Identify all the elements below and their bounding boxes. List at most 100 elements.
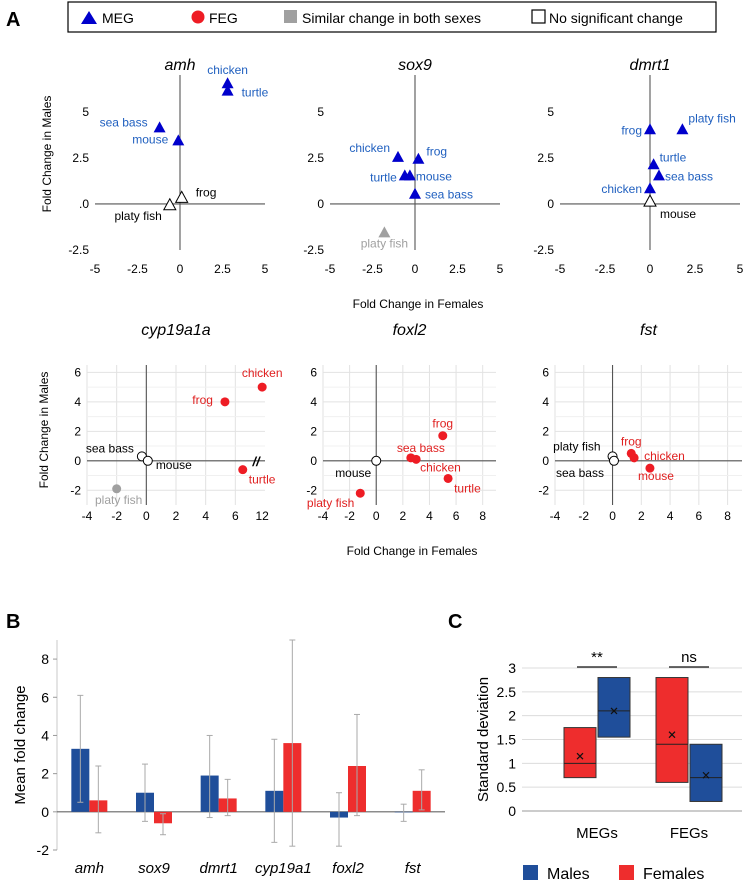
x-tick-label: -5 xyxy=(325,262,336,276)
point-platy-fish xyxy=(355,488,365,498)
x-tick-label: -2.5 xyxy=(362,262,383,276)
bar-category-label: foxl2 xyxy=(332,860,364,877)
y-tick-label: 6 xyxy=(74,365,81,379)
legend-feg-marker xyxy=(191,10,205,24)
y-tick-label: 2.5 xyxy=(537,151,554,165)
legend: MEG FEG Similar change in both sexes No … xyxy=(67,1,717,33)
x-tick-label: 0 xyxy=(412,262,419,276)
point-label-frog: frog xyxy=(621,434,642,448)
x-tick-label: -5 xyxy=(90,262,101,276)
bar-y-tick-label: 6 xyxy=(41,689,49,705)
legend-males-label: Males xyxy=(547,866,590,883)
y-tick-label: -2.5 xyxy=(303,243,324,257)
scatter-panel-fst: fst-4 -2 0 2 4 6 86420-2frogchickenmouseplaty … xyxy=(538,322,742,523)
box-y-tick-label: 3 xyxy=(508,660,516,676)
legend-frame xyxy=(67,1,717,33)
y-tick-label: 4 xyxy=(542,395,549,409)
box-y-tick-label: 1.5 xyxy=(497,732,517,748)
y-tick-label: 0 xyxy=(542,454,549,468)
point-mouse xyxy=(643,194,657,207)
point-label-platy-fish: platy fish xyxy=(688,111,735,125)
scatter-title-foxl2: foxl2 xyxy=(393,322,427,339)
point-label-mouse: mouse xyxy=(132,132,168,146)
x-tick-label: 12 xyxy=(255,509,269,523)
legend-none-label: No significant change xyxy=(549,10,683,26)
y-tick-label: -2.5 xyxy=(533,243,554,257)
point-label-platy-fish: platy fish xyxy=(95,493,142,507)
scatter-title-cyp19a1a: cyp19a1a xyxy=(141,322,210,339)
point-platy-fish xyxy=(112,484,122,494)
point-frog xyxy=(644,123,656,135)
y-tick-label: 0 xyxy=(317,197,324,211)
bar-y-tick-label: 2 xyxy=(41,766,49,782)
point-turtle xyxy=(647,158,660,170)
point-mouse xyxy=(645,463,655,473)
y-tick-label: .0 xyxy=(79,197,89,211)
x-tick-label: 2.5 xyxy=(449,262,466,276)
y-tick-label: 4 xyxy=(74,395,81,409)
y-tick-label: -2 xyxy=(70,483,81,497)
point-platy-fish xyxy=(676,123,689,135)
point-mouse xyxy=(142,455,153,466)
bar-y-axis-title: Mean fold change xyxy=(12,685,29,804)
point-mouse xyxy=(172,134,185,146)
legend-none-marker xyxy=(531,9,546,24)
point-sea-bass xyxy=(608,455,619,466)
x-tick-label: -2 xyxy=(578,509,589,523)
point-frog xyxy=(412,152,425,164)
point-platy-fish xyxy=(162,197,177,211)
x-tick-label: 5 xyxy=(737,262,744,276)
box-mean-marker xyxy=(576,752,584,760)
x-tick-label: 2 xyxy=(173,509,180,523)
y-tick-label: 2.5 xyxy=(307,151,324,165)
box-mean-marker xyxy=(668,731,676,739)
bar-chart: -2 0 2 4 6 8 Mean fold change amh sox9 dmrt1 cyp19… xyxy=(12,639,445,877)
point-label-mouse: mouse xyxy=(156,458,192,472)
point-frog xyxy=(174,190,189,203)
point-label-turtle: turtle xyxy=(370,170,397,184)
x-tick-label: 5 xyxy=(262,262,269,276)
y-tick-label: 2.5 xyxy=(72,151,89,165)
panel-label-a: A xyxy=(6,9,20,31)
point-label-sea-bass: sea bass xyxy=(665,169,713,183)
x-axis-title-mid: Fold Change in Females xyxy=(347,544,478,558)
point-label-sea-bass: sea bass xyxy=(100,115,148,129)
x-tick-label: -2.5 xyxy=(595,262,616,276)
x-tick-label: 2.5 xyxy=(687,262,704,276)
x-tick-label: 2 xyxy=(638,509,645,523)
x-tick-label: 2 xyxy=(400,509,407,523)
y-tick-label: -2 xyxy=(538,483,549,497)
point-sea-bass xyxy=(153,121,166,133)
axis-break-mark: // xyxy=(252,454,262,469)
legend-females-swatch xyxy=(619,865,634,880)
point-label-mouse: mouse xyxy=(416,169,452,183)
y-tick-label: 5 xyxy=(317,105,324,119)
scatter-panel-amh: amh-5 -2.5 0 2.5 5.02.55-2.5chickenturtlesea… xyxy=(68,57,268,276)
point-label-chicken: chicken xyxy=(420,460,461,474)
point-label-frog: frog xyxy=(196,185,217,199)
x-tick-label: -2 xyxy=(344,509,355,523)
x-tick-label: 6 xyxy=(696,509,703,523)
box-y-tick-label: 0 xyxy=(508,803,516,819)
y-tick-label: 5 xyxy=(547,105,554,119)
box-MEGs-males xyxy=(597,677,631,738)
point-label-frog: frog xyxy=(621,123,642,137)
y-tick-label: 2 xyxy=(74,424,81,438)
point-label-chicken: chicken xyxy=(349,141,390,155)
box-mean-marker xyxy=(702,771,710,779)
point-chicken xyxy=(392,150,404,162)
box-y-tick-label: 2.5 xyxy=(497,684,517,700)
point-label-chicken: chicken xyxy=(242,366,283,380)
point-chicken xyxy=(644,182,656,194)
y-tick-label: 6 xyxy=(542,365,549,379)
x-tick-label: 6 xyxy=(453,509,460,523)
point-turtle xyxy=(238,465,248,475)
y-tick-label: 0 xyxy=(74,454,81,468)
scatter-panels: amh-5 -2.5 0 2.5 5.02.55-2.5chickenturtlesea… xyxy=(68,57,743,523)
box-y-tick-label: 2 xyxy=(508,708,516,724)
point-chicken xyxy=(221,77,234,89)
x-tick-label: 8 xyxy=(479,509,486,523)
x-tick-label: 6 xyxy=(232,509,239,523)
bar-category-label: sox9 xyxy=(138,860,170,877)
